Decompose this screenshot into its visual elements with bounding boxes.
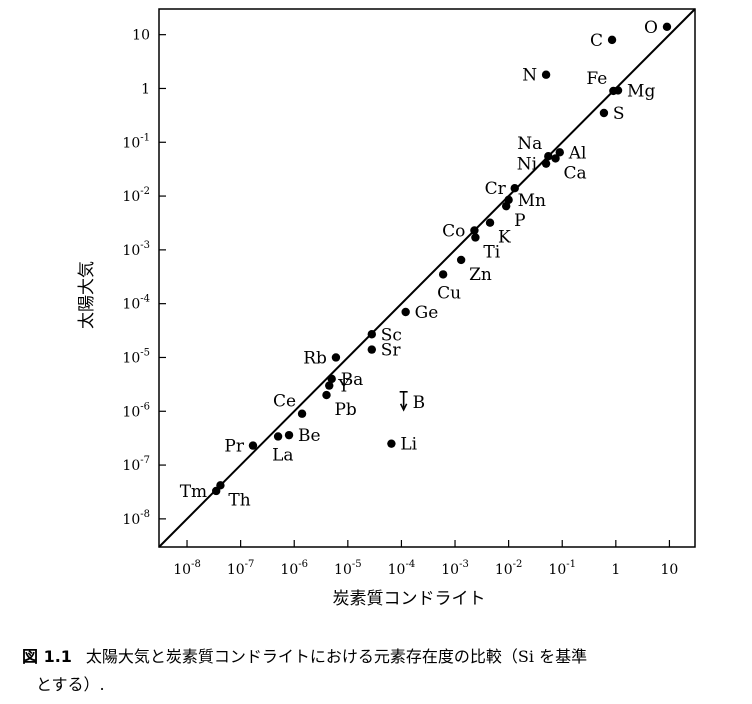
point-label-sc: Sc [381, 325, 402, 345]
point-label-li: Li [400, 435, 417, 455]
data-point-la [273, 432, 283, 441]
y-tick-label: 10-6 [122, 401, 150, 420]
point-label-th: Th [228, 490, 250, 510]
data-point-k [485, 218, 495, 227]
y-tick-label: 10-7 [122, 455, 150, 474]
point-label-fe: Fe [586, 69, 607, 89]
figure-number: 図 1.1 [22, 647, 72, 666]
data-point-li [387, 439, 396, 448]
data-point-ti [471, 233, 480, 242]
data-point-al [555, 148, 564, 157]
point-label-y: Y [337, 377, 350, 397]
y-tick-label: 10-1 [122, 132, 150, 151]
y-tick-label: 10 [132, 28, 150, 44]
data-point-sr [367, 345, 376, 354]
point-label-tm: Tm [180, 482, 207, 502]
data-point-pr [248, 441, 258, 450]
point-label-ge: Ge [415, 303, 439, 323]
caption-text-line1: 太陽大気と炭素質コンドライトにおける元素存在度の比較（Si を基準 [85, 647, 588, 666]
point-label-ti: Ti [483, 242, 500, 262]
point-label-zn: Zn [469, 265, 492, 285]
y-tick-label: 10-4 [122, 294, 150, 313]
point-label-mn: Mn [518, 191, 546, 211]
data-point-o [662, 22, 672, 32]
data-point-be [284, 430, 294, 440]
x-tick-label: 10-6 [280, 559, 308, 578]
point-label-na: Na [517, 134, 542, 154]
data-point-ge [401, 307, 410, 317]
y-tick-label: 1 [141, 81, 150, 97]
y-tick-label: 10-2 [122, 186, 150, 205]
point-label-ca: Ca [564, 163, 587, 183]
point-label-rb: Rb [303, 348, 327, 368]
point-label-sr: Sr [381, 341, 402, 361]
point-label-pb: Pb [334, 400, 356, 420]
data-point-rb [331, 353, 341, 362]
x-axis-title: 炭素質コンドライト [333, 589, 486, 609]
data-point-cr [510, 184, 519, 193]
data-point-pb [322, 390, 331, 400]
data-point-ca [551, 154, 560, 163]
point-label-ba: Ba [341, 370, 364, 390]
point-label-p: P [514, 211, 525, 231]
x-tick-label: 10-5 [334, 559, 362, 578]
x-tick-label: 10-7 [227, 559, 255, 578]
point-label-n: N [522, 66, 537, 86]
x-tick-label: 10 [661, 562, 679, 578]
y-tick-label: 10-3 [122, 240, 150, 259]
data-point-ce [297, 409, 307, 418]
y-axis-ticks: 10-8 10-7 10-6 10-5 10-4 10-3 10-2 10-1 1 10 [122, 28, 166, 528]
data-point-y [325, 381, 334, 390]
data-point-s [599, 108, 609, 118]
data-point-zn [456, 255, 466, 265]
point-label-cr: Cr [485, 179, 507, 199]
x-axis-ticks: 10-8 10-7 10-6 10-5 10-4 10-3 10-2 10-1 1 10 [173, 540, 678, 578]
point-label-k: K [498, 228, 511, 248]
data-point-p [501, 201, 511, 211]
x-tick-label: 10-3 [441, 559, 469, 578]
point-label-ni: Ni [517, 155, 538, 175]
x-tick-label: 1 [611, 562, 620, 578]
y-tick-label: 10-5 [122, 347, 150, 366]
x-tick-label: 10-8 [173, 559, 201, 578]
point-label-co: Co [442, 221, 465, 241]
data-point-ni [541, 159, 551, 168]
y-tick-label: 10-8 [122, 509, 150, 528]
point-label-al: Al [568, 143, 587, 163]
data-point-sc [367, 330, 376, 339]
point-label-pr: Pr [224, 437, 244, 457]
point-label-b: B [413, 393, 426, 413]
data-point-th [216, 481, 225, 490]
figure-caption: 図 1.1 太陽大気と炭素質コンドライトにおける元素存在度の比較（Si を基準 と… [22, 643, 747, 699]
abundance-scatter-chart: 10-8 10-7 10-6 10-5 10-4 10-3 10-2 10-1 1 10 10-8… [77, 8, 696, 609]
data-point-ba [327, 374, 336, 384]
data-point-c [607, 35, 617, 45]
equality-line [158, 8, 696, 548]
caption-text-line2: とする）. [36, 675, 105, 694]
point-label-cu: Cu [437, 283, 461, 303]
data-point-na [544, 152, 553, 161]
data-point-co [470, 226, 479, 235]
x-tick-label: 10-1 [548, 559, 576, 578]
data-point-cu [438, 270, 448, 279]
x-tick-label: 10-4 [388, 559, 416, 578]
data-point-n [541, 70, 551, 79]
point-label-la: La [272, 445, 293, 465]
y-axis-title: 太陽大気 [77, 261, 97, 329]
point-label-mg: Mg [627, 81, 655, 101]
plot-frame [158, 8, 696, 548]
upper-limit-arrow-b [399, 403, 408, 412]
x-tick-label: 10-2 [495, 559, 523, 578]
point-label-be: Be [298, 426, 321, 446]
point-label-ce: Ce [273, 392, 296, 412]
data-point-mg [613, 86, 623, 95]
point-label-c: C [590, 31, 603, 51]
point-label-s: S [613, 104, 625, 124]
point-label-o: O [644, 18, 658, 38]
